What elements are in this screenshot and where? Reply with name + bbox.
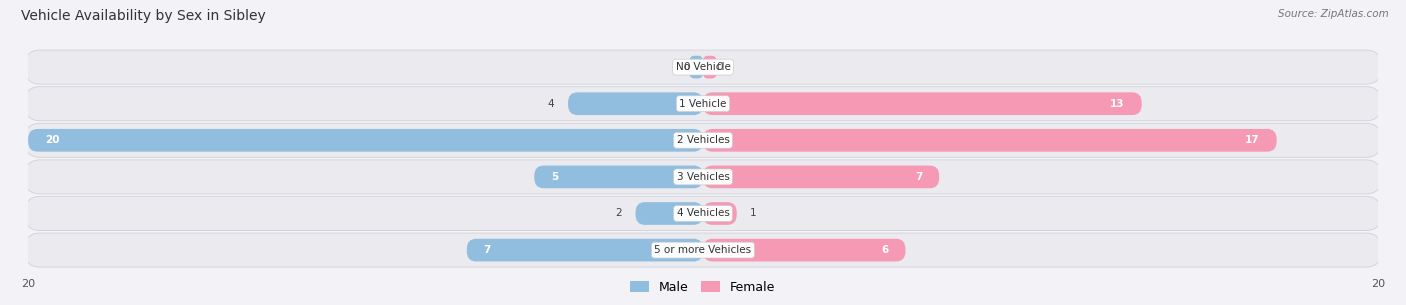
Text: 2: 2 — [616, 209, 621, 218]
FancyBboxPatch shape — [25, 87, 1381, 121]
FancyBboxPatch shape — [534, 166, 703, 188]
Text: 5 or more Vehicles: 5 or more Vehicles — [654, 245, 752, 255]
Legend: Male, Female: Male, Female — [626, 276, 780, 299]
FancyBboxPatch shape — [25, 160, 1381, 194]
Text: 0: 0 — [717, 62, 723, 72]
FancyBboxPatch shape — [636, 202, 703, 225]
Text: Vehicle Availability by Sex in Sibley: Vehicle Availability by Sex in Sibley — [21, 9, 266, 23]
FancyBboxPatch shape — [25, 196, 1381, 231]
Text: 20: 20 — [45, 135, 59, 145]
Text: 17: 17 — [1246, 135, 1260, 145]
FancyBboxPatch shape — [25, 233, 1381, 267]
FancyBboxPatch shape — [703, 129, 1277, 152]
Text: 6: 6 — [882, 245, 889, 255]
Text: 13: 13 — [1111, 99, 1125, 109]
FancyBboxPatch shape — [568, 92, 703, 115]
Text: 5: 5 — [551, 172, 558, 182]
Text: Source: ZipAtlas.com: Source: ZipAtlas.com — [1278, 9, 1389, 19]
Text: 4 Vehicles: 4 Vehicles — [676, 209, 730, 218]
Text: 7: 7 — [484, 245, 491, 255]
FancyBboxPatch shape — [28, 129, 703, 152]
FancyBboxPatch shape — [703, 239, 905, 261]
FancyBboxPatch shape — [703, 56, 717, 78]
FancyBboxPatch shape — [25, 123, 1381, 157]
Text: 7: 7 — [915, 172, 922, 182]
FancyBboxPatch shape — [25, 50, 1381, 84]
Text: 3 Vehicles: 3 Vehicles — [676, 172, 730, 182]
FancyBboxPatch shape — [689, 56, 703, 78]
FancyBboxPatch shape — [703, 202, 737, 225]
Text: 0: 0 — [683, 62, 689, 72]
Text: 2 Vehicles: 2 Vehicles — [676, 135, 730, 145]
Text: 20: 20 — [1371, 279, 1385, 289]
FancyBboxPatch shape — [467, 239, 703, 261]
Text: No Vehicle: No Vehicle — [675, 62, 731, 72]
Text: 4: 4 — [548, 99, 554, 109]
Text: 1 Vehicle: 1 Vehicle — [679, 99, 727, 109]
Text: 1: 1 — [751, 209, 756, 218]
FancyBboxPatch shape — [703, 92, 1142, 115]
FancyBboxPatch shape — [703, 166, 939, 188]
Text: 20: 20 — [21, 279, 35, 289]
